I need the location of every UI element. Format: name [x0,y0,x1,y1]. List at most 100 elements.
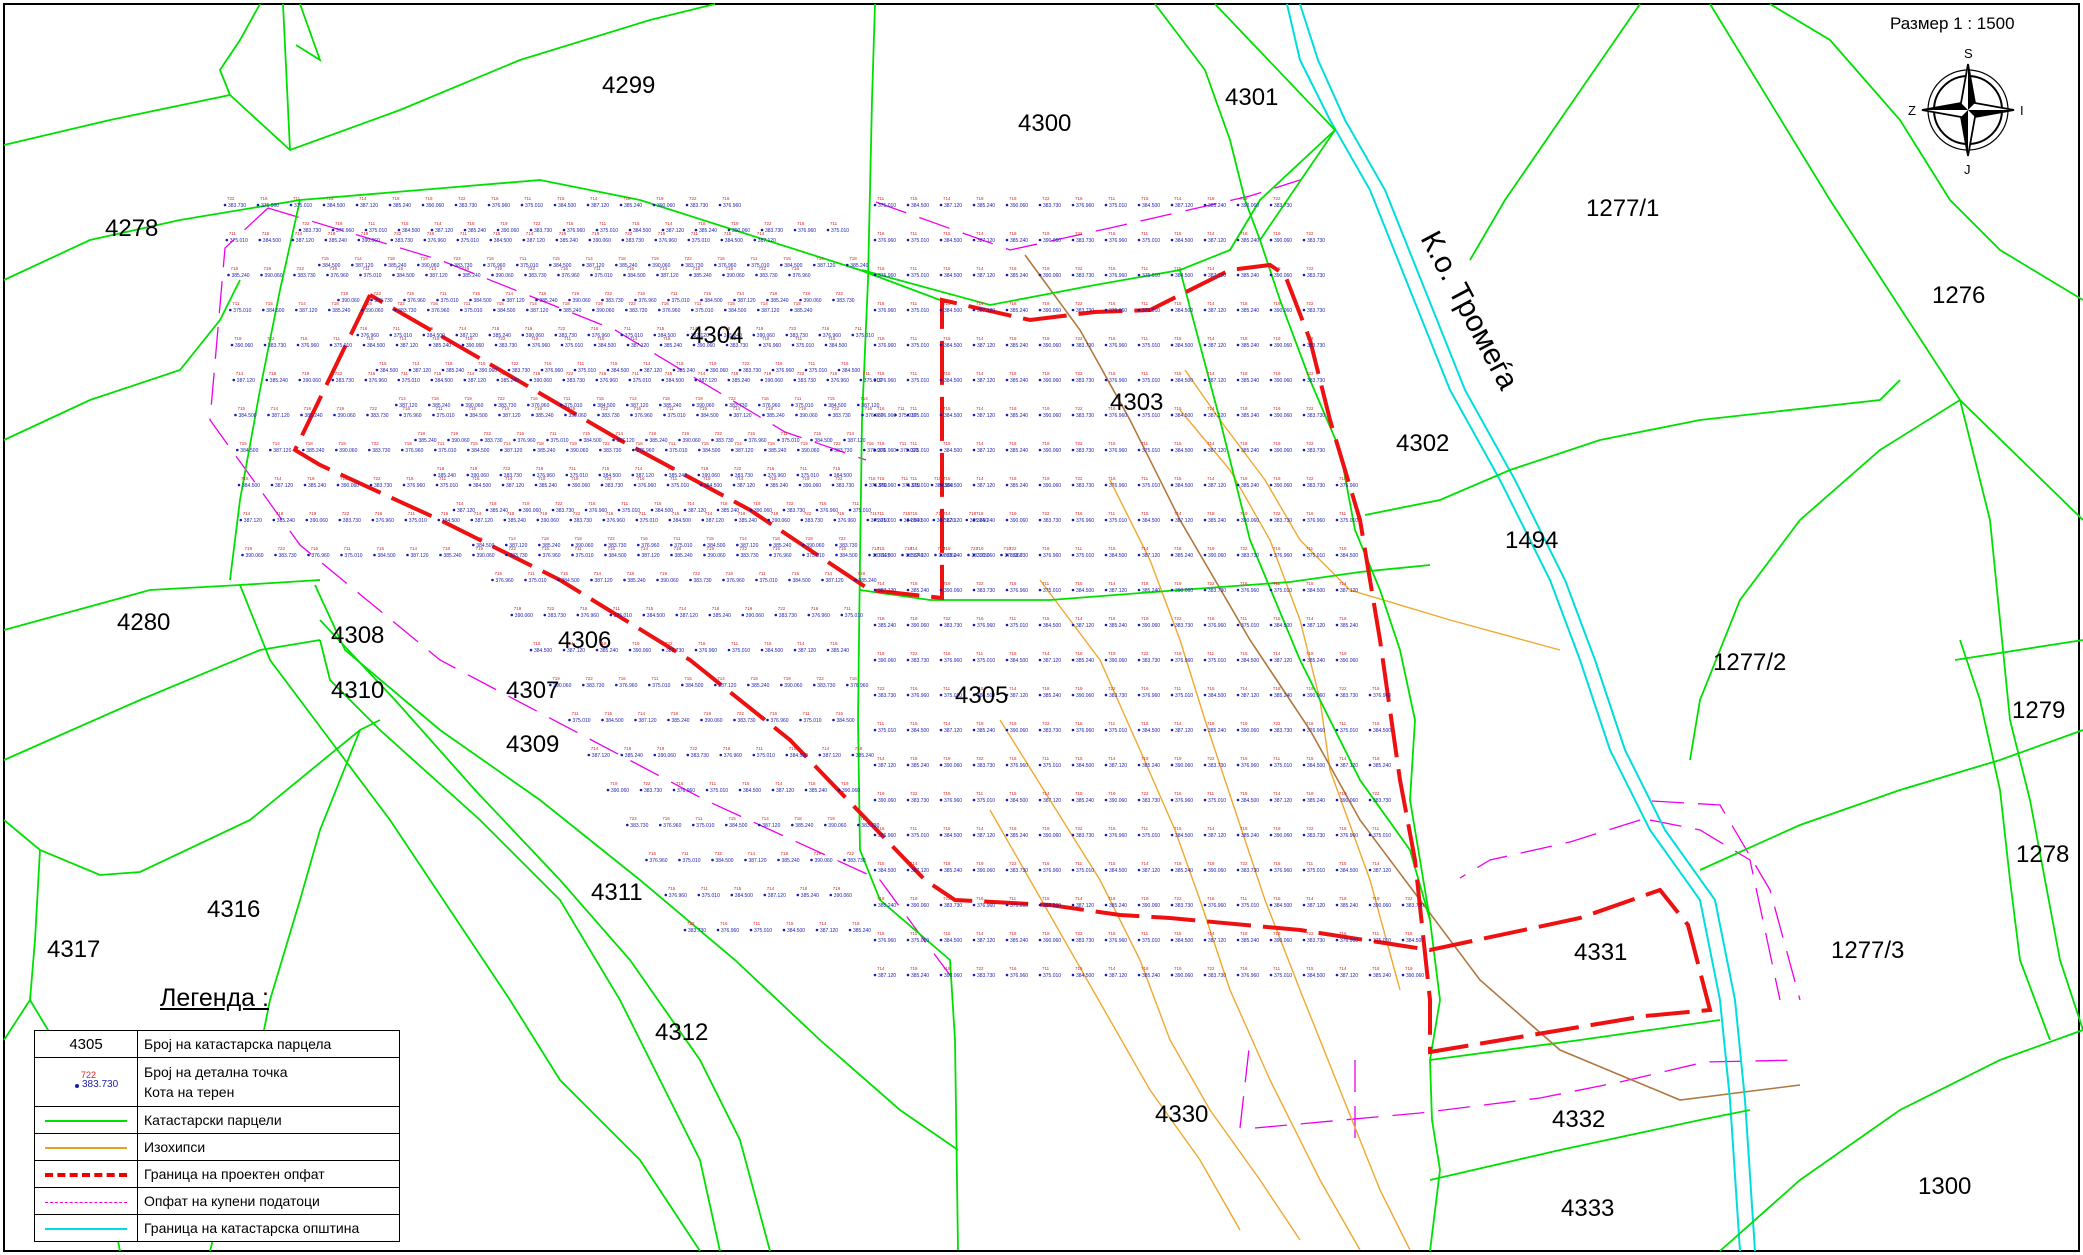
survey-point-number: 722 [625,231,633,236]
survey-point-number: 715 [943,301,951,306]
legend-label-line1: Број на детална точка [144,1064,288,1080]
survey-point-number: 714 [1207,826,1215,831]
survey-point-elevation: 385.240 [694,273,712,279]
survey-point-elevation: 387.120 [400,343,418,349]
survey-point-number: 711 [436,406,444,411]
survey-point-elevation: 385.240 [721,508,739,514]
survey-point-number: 718 [535,406,543,411]
survey-point-elevation: 376.960 [1241,763,1259,769]
survey-point-elevation: 383.730 [1076,483,1094,489]
survey-point-elevation: 387.120 [1274,658,1292,664]
survey-point-elevation: 376.960 [1076,728,1094,734]
survey-point-number: 711 [1009,616,1017,621]
survey-point-elevation: 387.120 [762,823,780,829]
survey-point-number: 722 [1174,896,1182,901]
survey-point-elevation: 383.730 [1274,203,1292,209]
survey-point-elevation: 384.500 [1340,553,1358,559]
survey-point-elevation: 384.500 [1208,693,1226,699]
survey-point-number: 722 [976,756,984,761]
parcel-label: 1494 [1505,527,1558,554]
survey-point-number: 711 [563,396,571,401]
survey-point-number: 714 [797,641,805,646]
survey-point-elevation: 387.120 [475,518,493,524]
survey-point-number: 714 [1174,511,1182,516]
survey-point-number: 711 [1075,861,1083,866]
survey-point-elevation: 376.960 [1109,483,1127,489]
survey-point-elevation: 390.060 [705,718,723,724]
survey-point-number: 719 [877,791,885,796]
survey-point-elevation: 385.240 [1208,203,1226,209]
survey-point-elevation: 384.500 [427,333,445,339]
survey-point-number: 711 [1141,441,1149,446]
survey-point-elevation: 383.730 [1076,448,1094,454]
parcel-label: 4331 [1574,939,1627,966]
survey-point-number: 722 [1306,476,1314,481]
survey-point-number: 716 [877,371,885,376]
survey-point-number: 711 [1141,371,1149,376]
survey-point-elevation: 385.240 [1307,658,1325,664]
survey-point-number: 718 [328,231,336,236]
survey-point-number: 716 [591,326,599,331]
survey-point-number: 718 [943,546,951,551]
survey-point-elevation: 384.500 [904,518,922,524]
survey-point-number: 718 [1174,546,1182,551]
survey-point-number: 719 [1009,721,1017,726]
survey-point-number: 719 [1075,686,1083,691]
survey-point-number: 719 [745,606,753,611]
survey-point-number: 719 [1009,511,1017,516]
survey-point-elevation: 376.960 [718,263,736,269]
survey-point-elevation: 375.010 [760,578,778,584]
survey-point-elevation: 384.500 [1340,868,1358,874]
survey-point-number: 714 [1042,791,1050,796]
survey-point-elevation: 387.120 [430,273,448,279]
survey-point-number: 722 [976,966,984,971]
legend-label: Број на детална точка Кота на терен [137,1057,400,1107]
survey-point-elevation: 390.060 [1274,483,1292,489]
survey-point-number: 722 [1075,476,1083,481]
survey-point-number: 718 [1240,301,1248,306]
survey-point-number: 715 [943,266,951,271]
survey-point-elevation: 375.010 [702,893,720,899]
survey-point-elevation: 385.240 [1109,623,1127,629]
survey-point-elevation: 390.060 [593,238,611,244]
survey-point-number: 718 [766,406,774,411]
survey-point-elevation: 387.120 [1208,938,1226,944]
